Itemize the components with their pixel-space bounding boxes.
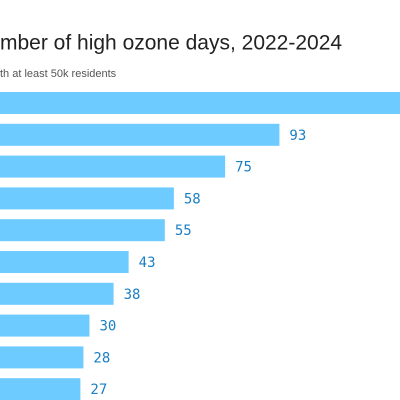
value-label: 75 xyxy=(235,160,252,176)
bar xyxy=(0,155,226,178)
bar xyxy=(0,251,129,273)
value-label: 55 xyxy=(175,223,192,239)
value-label: 28 xyxy=(93,350,110,366)
value-label: 38 xyxy=(124,287,141,303)
bar xyxy=(0,378,81,400)
bar xyxy=(0,123,280,146)
value-label: 27 xyxy=(90,382,107,398)
bar xyxy=(0,346,84,369)
value-label: 43 xyxy=(139,255,156,271)
value-label: 58 xyxy=(184,191,201,207)
value-label: 93 xyxy=(289,128,306,144)
chart-title: mber of high ozone days, 2022-2024 xyxy=(0,32,342,55)
value-label: 30 xyxy=(99,319,116,335)
bar xyxy=(0,187,174,210)
bar xyxy=(0,282,114,305)
bar xyxy=(0,314,90,337)
chart-subtitle: th at least 50k residents xyxy=(0,68,117,80)
bar xyxy=(0,92,400,114)
bar xyxy=(0,219,165,242)
